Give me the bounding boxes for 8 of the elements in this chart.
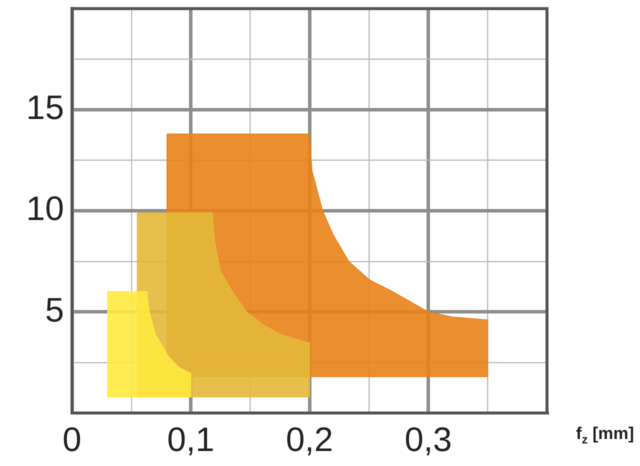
y-tick-label: 15 — [26, 89, 64, 128]
y-tick-label: 5 — [45, 291, 64, 330]
y-tick-label: 10 — [26, 190, 64, 228]
x-tick-label: 0,2 — [286, 420, 334, 459]
x-tick-label: 0,1 — [167, 420, 214, 459]
x-tick-label: 0 — [62, 420, 82, 459]
x-tick-label: 0,3 — [404, 420, 452, 459]
x-axis-title: f$_{z}$ [mm] — [576, 424, 634, 446]
